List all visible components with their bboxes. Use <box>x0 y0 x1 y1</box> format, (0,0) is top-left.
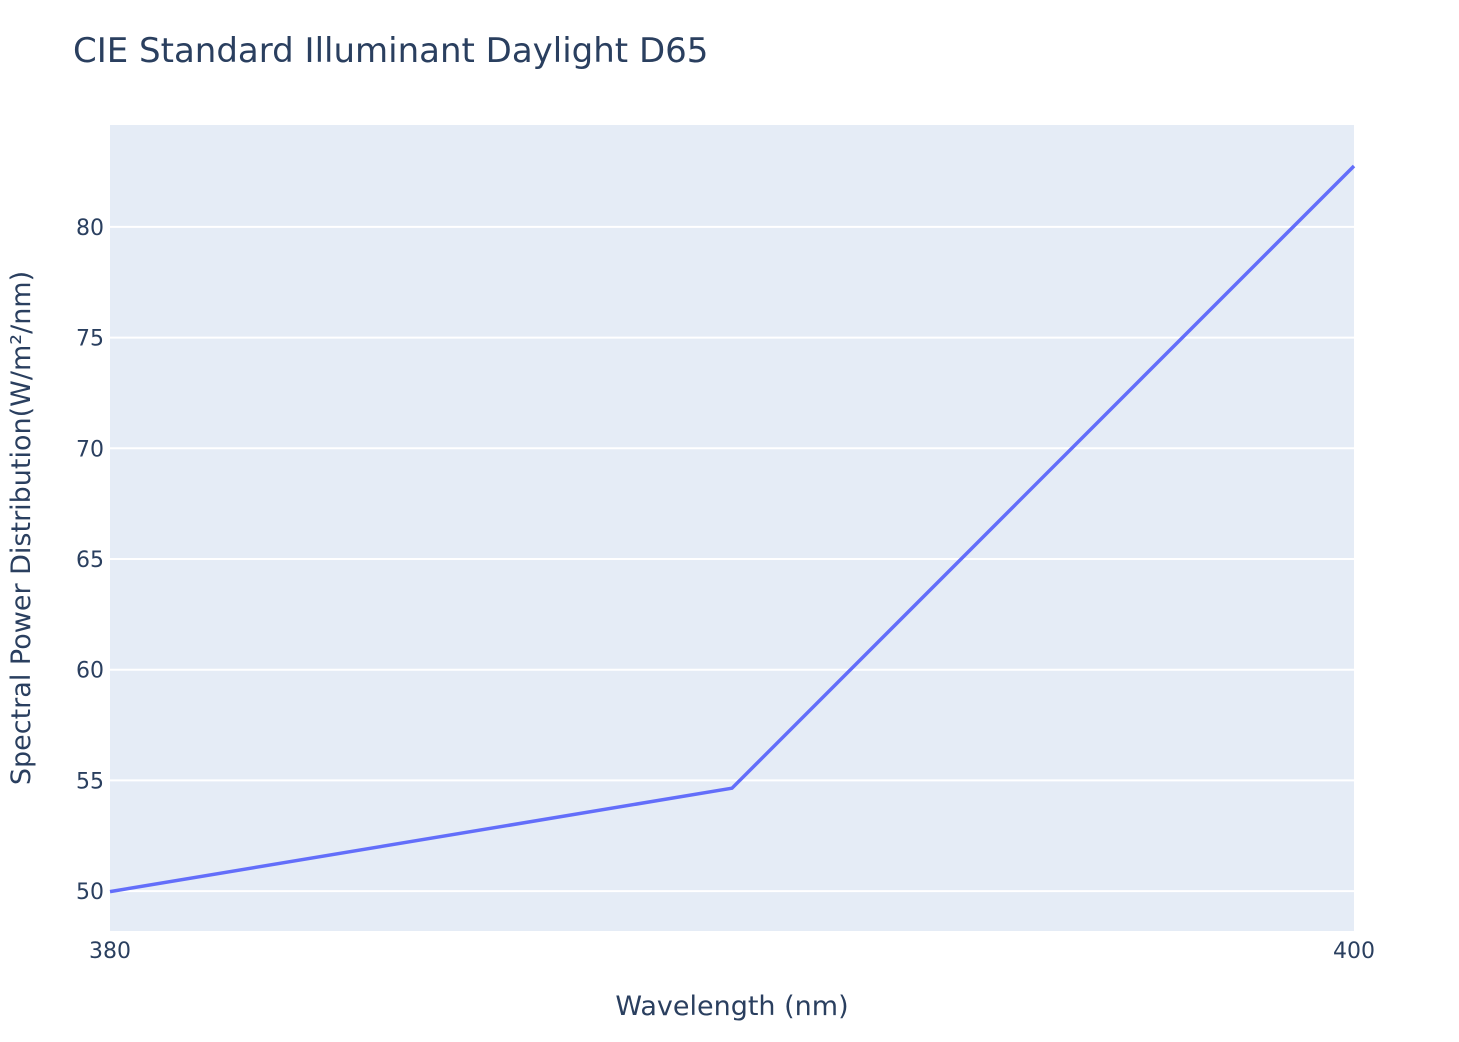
x-tick-label: 380 <box>89 939 131 964</box>
plot-background <box>110 125 1354 931</box>
y-tick-label: 75 <box>76 327 104 352</box>
gridlines <box>110 225 1354 893</box>
y-tick-label: 65 <box>76 548 104 573</box>
x-axis-title: Wavelength (nm) <box>615 991 848 1022</box>
y-tick-label: 50 <box>76 880 104 905</box>
y-tick-label: 80 <box>76 216 104 241</box>
x-axis-ticks: 380 400 <box>89 939 1375 964</box>
x-tick-label: 400 <box>1333 939 1375 964</box>
chart-title: CIE Standard Illuminant Daylight D65 <box>73 31 708 71</box>
y-axis-title: Spectral Power Distribution(W/m²/nm) <box>6 271 37 785</box>
y-tick-label: 60 <box>76 659 104 684</box>
y-axis-ticks: 50 55 60 65 70 75 80 <box>76 216 104 905</box>
series-line <box>109 164 1356 894</box>
series-layer <box>109 164 1356 894</box>
y-tick-label: 55 <box>76 769 104 794</box>
y-tick-label: 70 <box>76 437 104 462</box>
